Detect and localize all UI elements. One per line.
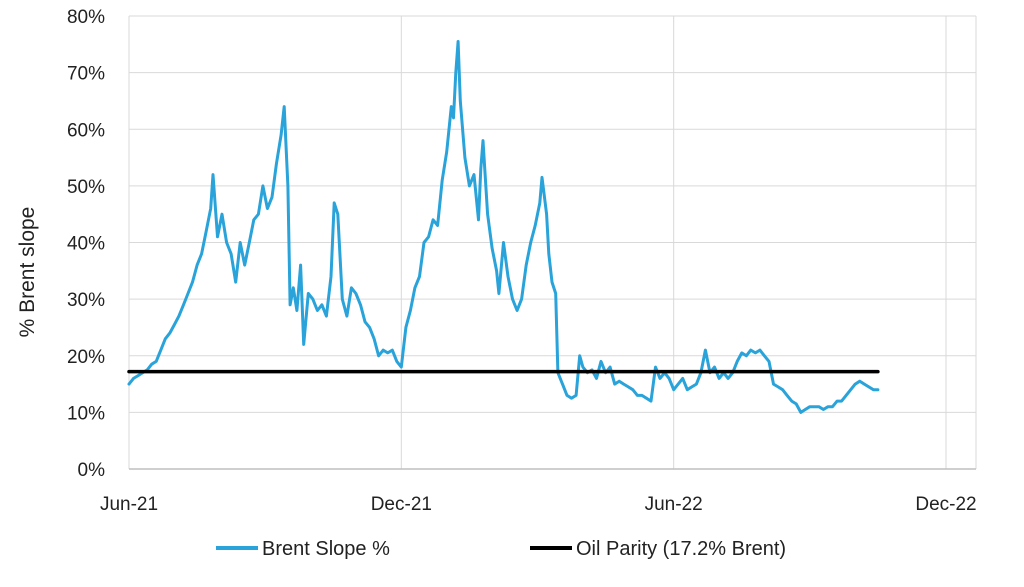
series-line-brent-slope [127,40,880,414]
x-tick-label: Dec-21 [371,494,432,515]
y-tick-label: 10% [67,403,105,424]
x-tick-label: Jun-21 [100,494,158,515]
y-tick-label: 70% [67,64,105,85]
y-tick-label: 80% [67,7,105,28]
x-tick-label: Jun-22 [645,494,703,515]
legend: Brent Slope % Oil Parity (17.2% Brent) [216,538,786,560]
y-tick-label: 60% [67,120,105,141]
x-tick-label: Dec-22 [915,494,976,515]
y-axis-title: % Brent slope [16,207,39,338]
y-tick-label: 50% [67,177,105,198]
legend-label-oil-parity: Oil Parity (17.2% Brent) [576,538,786,560]
grid-lines [128,15,977,470]
y-axis-ticks: 0% 10% 20% 30% 40% 50% 60% 70% 80% [67,7,105,481]
x-axis-ticks: Jun-21Dec-21Jun-22Dec-22Jun-23Dec-23Jun-… [100,494,977,515]
y-tick-label: 20% [67,347,105,368]
legend-label-brent-slope: Brent Slope % [262,538,390,560]
series-layer [127,40,880,414]
y-tick-label: 30% [67,290,105,311]
y-tick-label: 40% [67,234,105,255]
y-tick-label: 0% [78,460,106,481]
